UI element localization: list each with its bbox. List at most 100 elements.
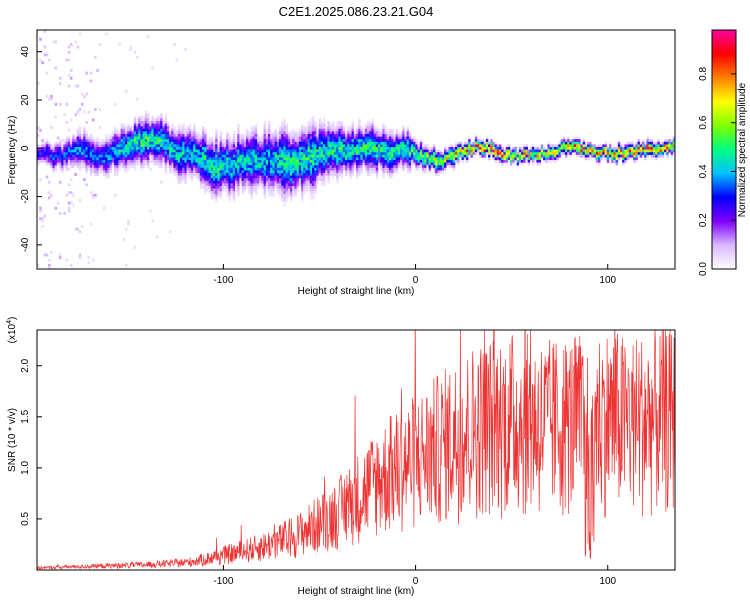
heat-cell [457,141,460,145]
heat-cell [435,149,438,153]
heat-cell [626,147,630,150]
heat-cell [243,152,247,156]
heat-cell [56,152,60,156]
heat-cell [294,147,297,150]
heat-cell [279,183,282,187]
heat-cell [171,152,174,156]
heat-cell [162,149,165,153]
heat-cell [92,139,95,143]
heat-cell [283,193,286,197]
heat-cell [455,157,458,161]
heat-cell [281,134,284,137]
heat-cell [287,180,291,184]
heat-cell [122,152,126,156]
heat-cell [56,149,60,153]
heat-cell [395,128,399,132]
heat-cell [281,180,284,184]
heat-cell [301,191,304,195]
heat-cell [281,188,284,192]
heat-cell [413,154,416,158]
heat-cell [120,147,124,150]
heat-cell [437,162,440,166]
heat-cell [415,167,418,171]
heat-cell [296,134,300,137]
heat-cell [164,147,168,150]
heat-cell [283,196,286,200]
heat-cell [114,139,117,143]
heat-cell [285,165,289,169]
heat-cell [404,131,407,135]
heat-cell [219,173,223,176]
heat-cell [336,131,339,135]
heat-cell [270,165,273,169]
heat-cell [85,157,88,161]
heat-cell [210,183,214,187]
heat-cell [415,162,418,166]
heat-cell [430,157,434,161]
heat-cell [294,154,297,158]
heat-cell [312,157,315,161]
heat-cell [65,167,69,171]
heat-cell [384,157,388,161]
heat-cell [505,157,509,161]
heat-cell [149,128,152,132]
heat-cell [94,141,97,145]
heat-cell [232,136,236,140]
heat-cell [153,139,157,143]
heat-cell [248,141,251,145]
heat-cell [369,134,372,137]
heat-cell [279,152,282,156]
heat-cell [155,123,159,127]
heat-cell [248,186,251,189]
heat-cell [83,178,86,182]
heat-cell [428,170,432,174]
heat-cell [103,167,106,171]
heat-cell [470,152,473,156]
heat-cell [103,154,106,158]
heat-cell [274,157,278,161]
heat-cell [107,141,110,145]
heat-cell [488,144,491,148]
heat-cell [501,157,504,161]
heat-cell [142,147,146,150]
heat-cell [287,193,291,197]
heat-cell [285,149,289,153]
heat-cell [325,141,328,145]
heat-cell [371,141,374,145]
heat-cell [180,147,183,150]
heat-cell [250,149,253,153]
heat-cell [171,144,174,148]
heat-cell [488,152,491,156]
heat-cell [287,173,291,176]
heat-cell [153,126,157,130]
heat-cell [336,180,339,184]
heat-cell [551,157,555,161]
heat-cell [426,157,429,161]
heat-cell [61,149,64,153]
heat-cell [598,147,601,150]
heat-cell [369,173,372,176]
heat-cell [217,162,220,166]
heat-cell [428,154,432,158]
heat-cell [250,139,253,143]
heat-cell [70,157,73,161]
heat-cell [281,147,284,150]
heat-cell [320,157,324,161]
heat-cell [81,162,84,166]
heat-cell [347,152,350,156]
heat-cell [294,149,297,153]
heat-cell [323,154,326,158]
heat-cell [281,178,284,182]
heat-cell [125,144,128,148]
heat-cell [637,152,641,156]
heat-cell [63,160,66,163]
heat-cell [50,152,53,156]
heat-cell [351,147,355,150]
heat-cell [380,136,383,140]
heat-cell [67,191,71,195]
heat-cell [265,165,269,169]
heat-cell [206,139,209,143]
heat-cell [125,152,128,156]
heat-cell [391,160,394,163]
heat-cell [226,139,229,143]
